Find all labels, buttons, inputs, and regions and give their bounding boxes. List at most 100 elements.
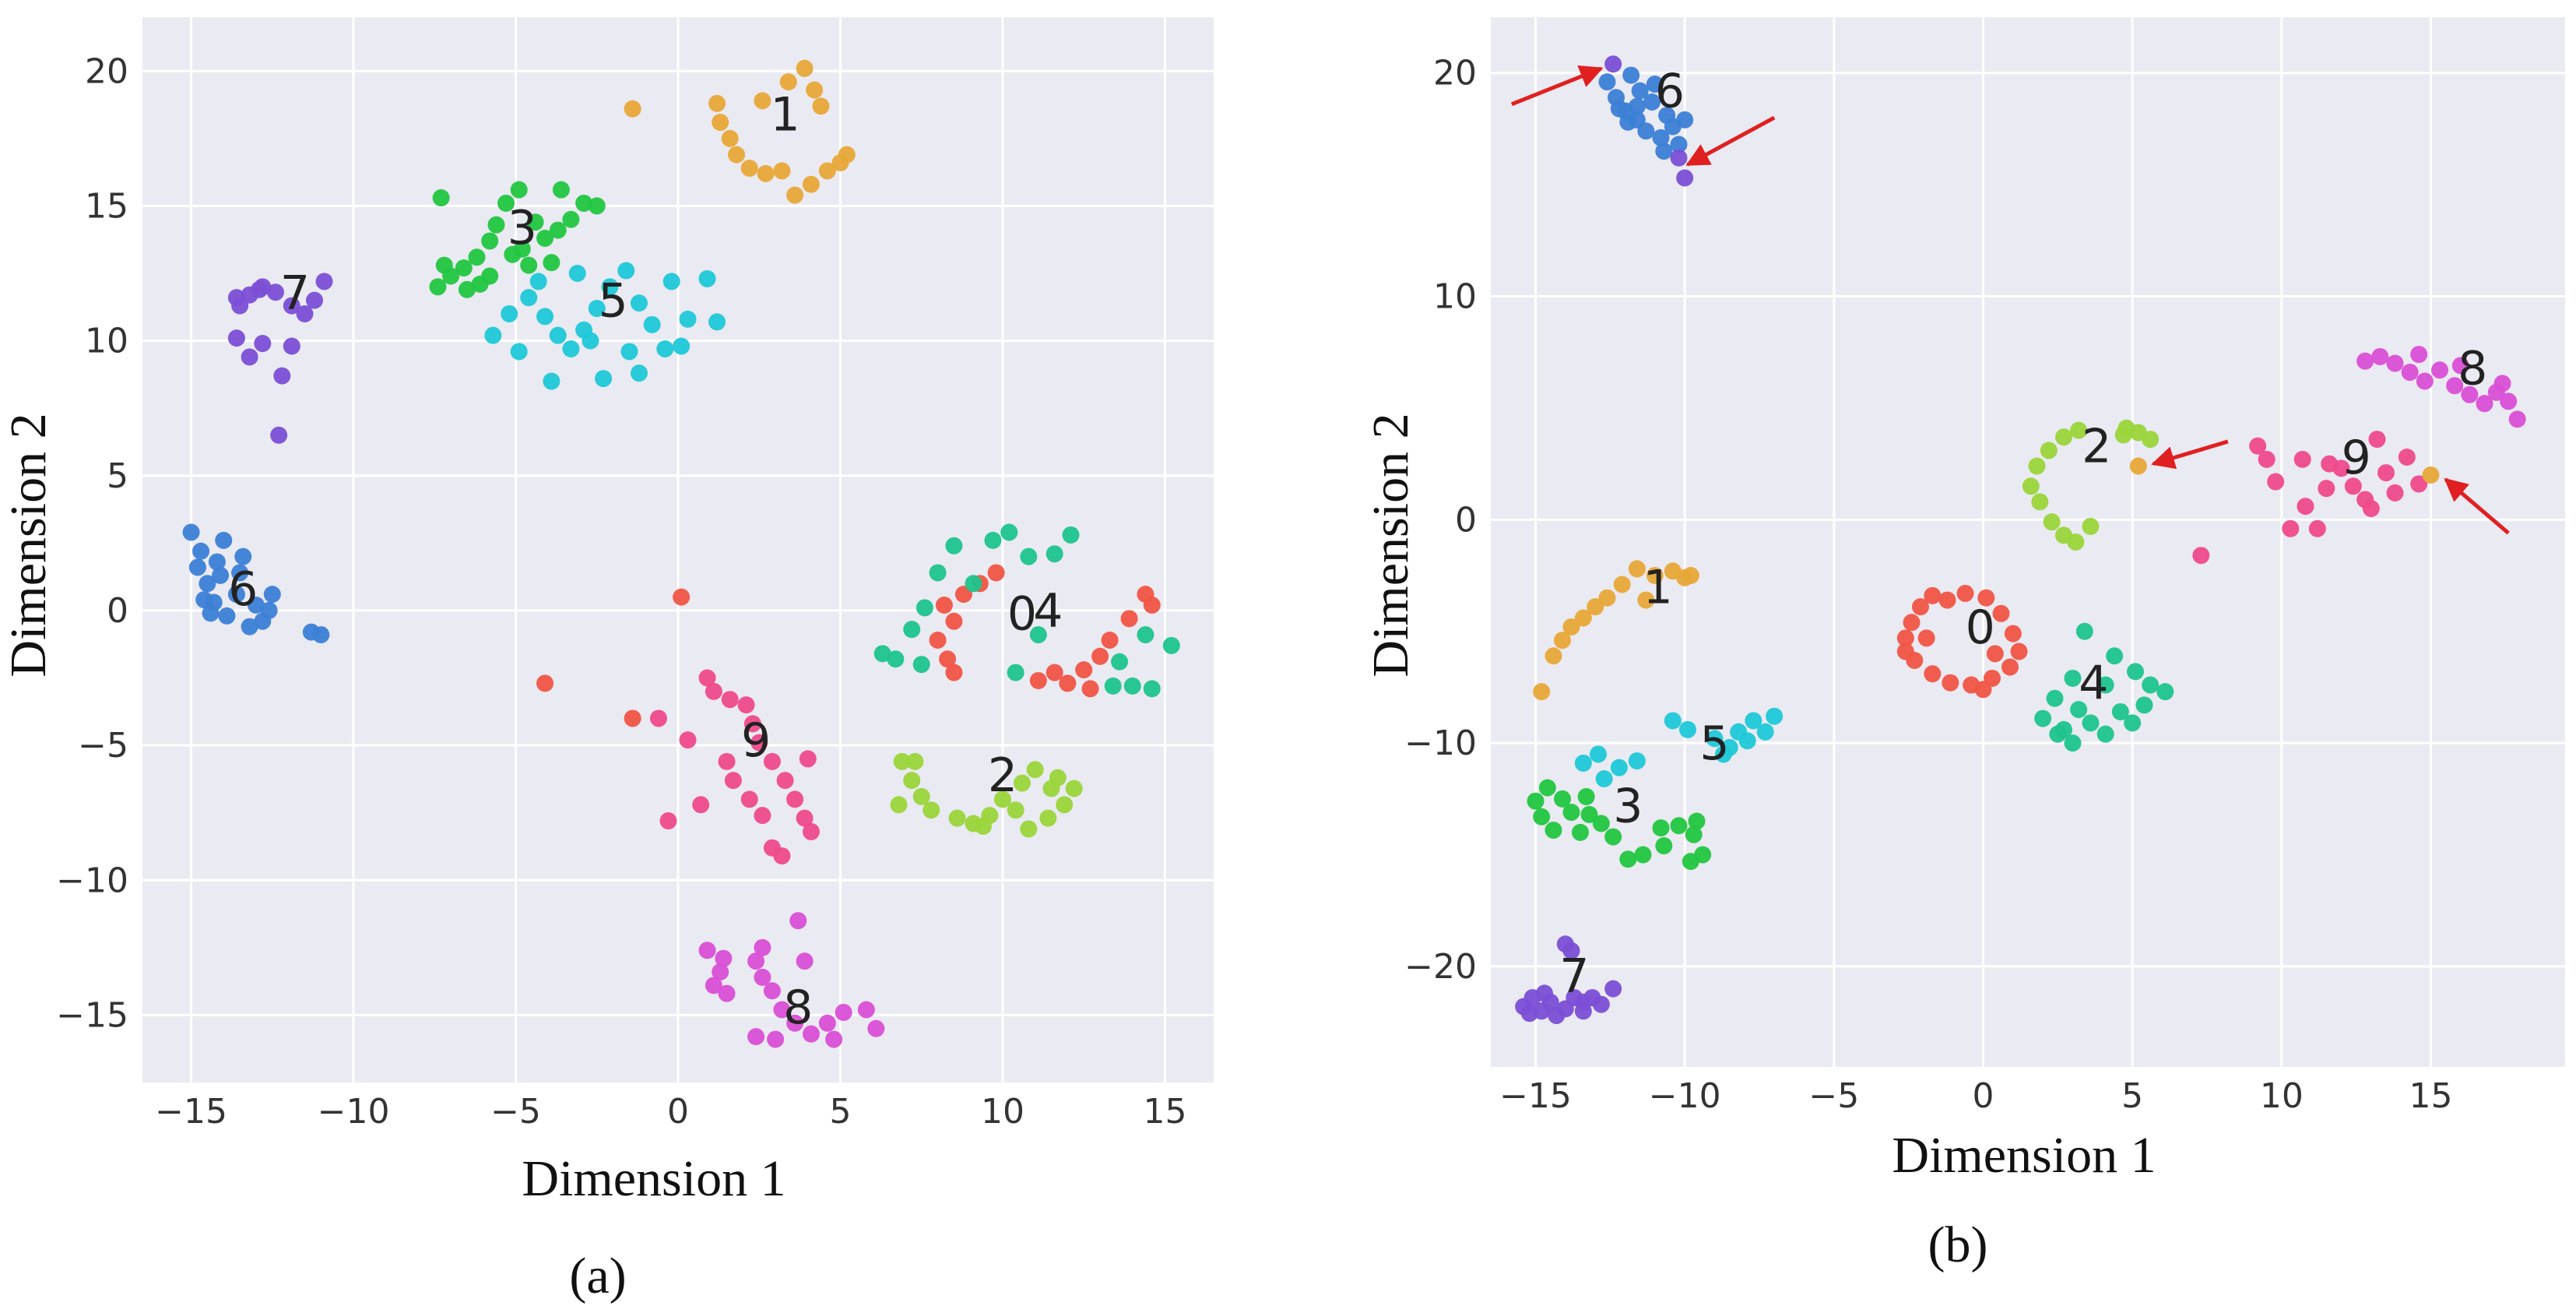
data-point (1020, 820, 1038, 838)
data-point (1137, 626, 1154, 644)
data-point (2451, 357, 2469, 375)
data-point (737, 696, 755, 714)
data-point (993, 790, 1011, 808)
data-point (692, 796, 710, 814)
data-point (536, 674, 554, 692)
data-point (1604, 980, 1622, 998)
data-point (595, 370, 613, 388)
panel-b-points (1515, 55, 2526, 1025)
data-point (767, 1030, 785, 1048)
data-point (529, 273, 547, 290)
data-point (757, 164, 775, 182)
cluster-label: 4 (1033, 584, 1063, 639)
data-point (2371, 347, 2389, 365)
panel-b-y-axis-label: Dimension 2 (1362, 413, 1419, 677)
panel-b-grid (1491, 17, 2565, 1067)
data-point (2075, 622, 2093, 640)
cluster-label: 6 (1655, 65, 1685, 119)
data-point (2398, 449, 2416, 466)
data-point (1896, 629, 1914, 647)
data-point (501, 304, 518, 322)
cluster-1 (624, 59, 856, 204)
data-point (838, 146, 856, 164)
data-point (802, 175, 820, 193)
data-point (2362, 499, 2380, 517)
x-tick-label: 0 (1973, 1076, 1994, 1116)
data-point (1896, 642, 1914, 660)
data-point (2142, 431, 2160, 449)
data-point (549, 326, 567, 344)
data-point (2096, 725, 2114, 743)
data-point (2070, 421, 2088, 439)
red-arrow (2151, 439, 2229, 470)
data-point (468, 248, 486, 266)
data-point (1604, 55, 1622, 73)
cluster-label: 2 (2082, 420, 2111, 474)
data-point (536, 229, 554, 247)
cluster-8 (698, 912, 885, 1048)
data-point (796, 952, 814, 970)
data-point (568, 265, 586, 283)
data-point (1587, 598, 1604, 616)
data-point (1104, 677, 1122, 695)
data-point (1081, 680, 1099, 698)
data-point (679, 310, 697, 328)
data-point (1637, 122, 1655, 140)
data-point (1628, 97, 1646, 115)
data-point (912, 656, 930, 674)
data-point (2282, 519, 2300, 537)
data-point (510, 343, 528, 361)
data-point (1738, 732, 1756, 750)
red-arrow (1685, 115, 1776, 167)
cluster-label: 7 (280, 266, 310, 320)
data-point (721, 129, 739, 147)
data-point (2500, 393, 2518, 410)
data-point (1049, 769, 1067, 787)
data-point (1622, 66, 1640, 84)
data-point (789, 912, 807, 930)
data-point (195, 591, 213, 609)
data-point (2377, 464, 2395, 482)
cluster-4 (873, 523, 1180, 698)
data-point (987, 564, 1005, 582)
data-point (835, 1003, 852, 1021)
cluster-label: 9 (741, 713, 771, 768)
data-point (241, 348, 258, 366)
data-point (643, 315, 661, 333)
data-point (2386, 484, 2404, 502)
data-point (698, 669, 716, 687)
data-point (1715, 745, 1732, 763)
data-point (906, 752, 924, 770)
data-point (698, 269, 716, 287)
data-point (1619, 113, 1637, 131)
data-point (2106, 647, 2124, 665)
data-point (659, 812, 677, 830)
cluster-label: 5 (1699, 716, 1729, 771)
cluster-7 (227, 273, 333, 444)
data-point (241, 618, 258, 635)
data-point (2192, 547, 2210, 565)
panel-b-cluster-labels: 6 8 9 2 1 0 4 5 3 7 (1559, 65, 2487, 1004)
data-point (945, 537, 963, 554)
data-point (718, 984, 736, 1002)
data-point (199, 575, 216, 593)
data-point (818, 1014, 836, 1032)
data-point (2249, 437, 2267, 455)
data-point (662, 273, 680, 290)
data-point (786, 1014, 804, 1032)
y-tick-label: −10 (1404, 723, 1477, 763)
data-point (617, 262, 635, 280)
data-point (1974, 681, 1992, 699)
data-point (208, 553, 226, 571)
data-point (1942, 674, 1959, 692)
cluster-2-9-outliers (2129, 457, 2440, 484)
data-point (2111, 702, 2129, 720)
cluster-label: 1 (771, 88, 800, 143)
data-point (698, 942, 716, 959)
data-point (526, 213, 544, 231)
data-point (312, 626, 330, 644)
data-point (513, 240, 531, 258)
data-point (802, 1025, 820, 1043)
data-point (656, 340, 674, 357)
data-point (2043, 513, 2061, 531)
